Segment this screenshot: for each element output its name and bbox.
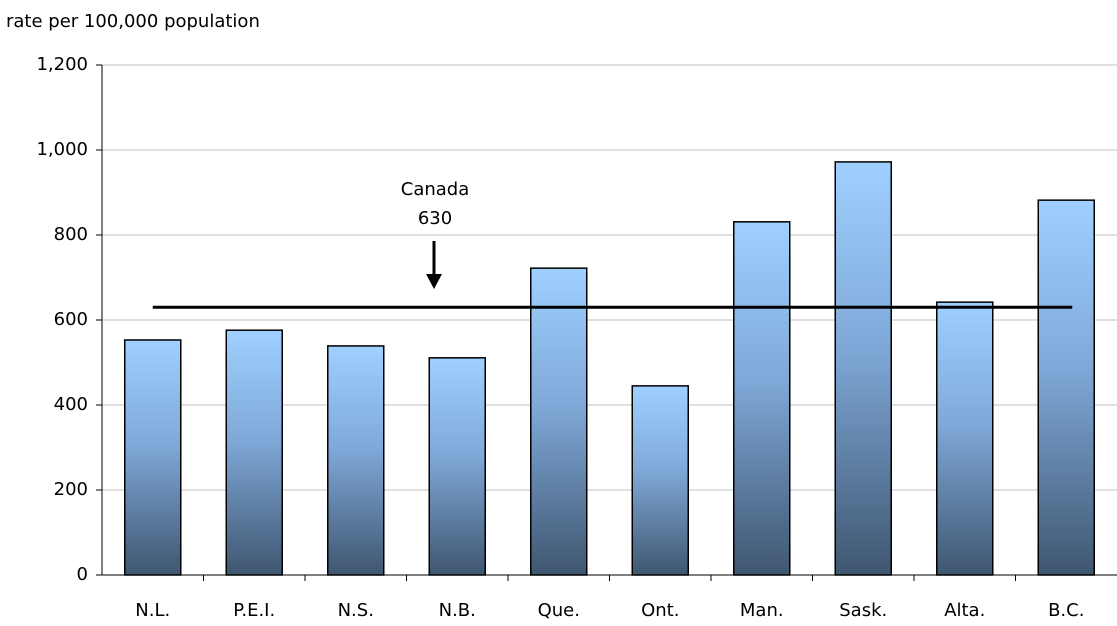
reference-value: 630 (418, 208, 452, 229)
bar (428, 357, 486, 576)
x-tick-label: Que. (538, 600, 580, 621)
y-axis-label: rate per 100,000 population (6, 11, 260, 32)
bar (936, 301, 994, 576)
y-tick-label: 0 (77, 564, 88, 585)
x-tick-label: N.L. (135, 600, 170, 621)
y-tick-label: 1,200 (36, 54, 88, 75)
bar (631, 385, 689, 576)
bar (733, 221, 791, 576)
x-tick-label: Ont. (641, 600, 679, 621)
arrow-head (426, 274, 442, 289)
reference-label: Canada (401, 179, 470, 200)
bar (327, 345, 385, 576)
x-tick-label: Man. (740, 600, 784, 621)
x-tick-label: P.E.I. (233, 600, 275, 621)
x-tick-label: N.B. (439, 600, 476, 621)
bar (124, 339, 182, 576)
x-tick-label: Alta. (944, 600, 985, 621)
bar (1037, 199, 1095, 576)
x-tick-label: Sask. (839, 600, 887, 621)
y-tick-label: 200 (54, 479, 88, 500)
y-tick-label: 800 (54, 224, 88, 245)
bar (225, 329, 283, 576)
y-tick-label: 600 (54, 309, 88, 330)
x-tick-label: B.C. (1048, 600, 1084, 621)
x-tick-label: N.S. (338, 600, 374, 621)
y-tick-label: 1,000 (36, 139, 88, 160)
bar (530, 267, 588, 576)
y-tick-label: 400 (54, 394, 88, 415)
bar (834, 161, 892, 576)
